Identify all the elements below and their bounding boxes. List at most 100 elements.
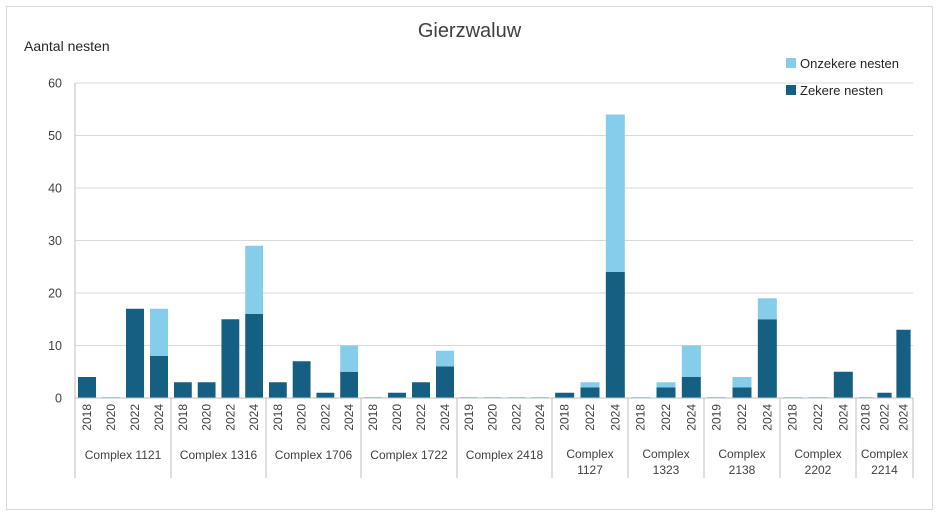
x-group-label: Complex xyxy=(566,447,613,461)
bar-zeker xyxy=(436,366,454,398)
x-tick-label-year: 2022 xyxy=(878,404,892,431)
x-group-label: 1323 xyxy=(653,463,680,477)
x-group-label: Complex xyxy=(642,447,689,461)
bar-zeker xyxy=(78,377,96,398)
x-group-label: Complex 1316 xyxy=(180,448,258,462)
y-tick-label: 0 xyxy=(55,392,62,406)
x-tick-label-year: 2024 xyxy=(608,404,622,431)
x-tick-label-year: 2024 xyxy=(760,404,774,431)
x-tick-label-year: 2018 xyxy=(634,404,648,431)
bar-zeker xyxy=(150,356,168,398)
bar-onzeker xyxy=(340,345,359,372)
x-tick-label-year: 2022 xyxy=(414,404,428,431)
x-tick-label-year: 2024 xyxy=(836,404,850,431)
y-tick-label: 10 xyxy=(48,339,62,353)
x-group-label: Complex 1722 xyxy=(370,448,448,462)
bar-onzeker xyxy=(245,245,264,314)
legend-item-zeker: Zekere nesten xyxy=(786,81,899,99)
x-tick-label-year: 2019 xyxy=(710,404,724,431)
x-tick-label-year: 2018 xyxy=(271,404,285,431)
bar-zeker xyxy=(833,371,853,398)
bar-zeker xyxy=(126,308,144,398)
x-tick-label-year: 2022 xyxy=(811,404,825,431)
bar-zeker xyxy=(877,392,892,398)
bar-onzeker xyxy=(605,114,625,272)
x-tick-label-year: 2018 xyxy=(80,404,94,431)
x-tick-label-year: 2018 xyxy=(176,404,190,431)
bar-zeker xyxy=(388,392,406,398)
x-group-label: Complex 2418 xyxy=(466,448,544,462)
chart-frame xyxy=(6,6,933,510)
bar-onzeker xyxy=(436,350,454,367)
x-tick-label-year: 2022 xyxy=(583,404,597,431)
x-tick-label-year: 2024 xyxy=(438,404,452,431)
bar-zeker xyxy=(268,382,287,398)
bar-onzeker xyxy=(757,298,777,320)
x-tick-label-year: 2018 xyxy=(859,404,873,431)
x-tick-label-year: 2022 xyxy=(223,404,237,431)
x-tick-label-year: 2024 xyxy=(152,404,166,431)
x-tick-label-year: 2022 xyxy=(128,404,142,431)
x-tick-label-year: 2019 xyxy=(462,404,476,431)
x-tick-label-year: 2022 xyxy=(318,404,332,431)
x-tick-label-year: 2022 xyxy=(659,404,673,431)
bar-zeker xyxy=(896,329,911,398)
legend-label-onzeker: Onzekere nesten xyxy=(800,55,900,71)
x-group-label: 2138 xyxy=(729,463,756,477)
bar-zeker xyxy=(681,377,701,398)
x-tick-label-year: 2018 xyxy=(366,404,380,431)
legend-item-onzeker: Onzekere nesten xyxy=(786,54,899,72)
bar-zeker xyxy=(580,387,600,398)
y-tick-label: 50 xyxy=(48,129,62,143)
x-tick-label-year: 2018 xyxy=(558,404,572,431)
x-tick-label-year: 2024 xyxy=(684,404,698,431)
x-tick-label-year: 2020 xyxy=(390,404,404,431)
bar-onzeker xyxy=(150,308,168,356)
bar-zeker xyxy=(316,392,335,398)
bar-zeker xyxy=(245,314,264,398)
x-tick-label-year: 2020 xyxy=(486,404,500,431)
bar-zeker xyxy=(757,319,777,398)
x-tick-label-year: 2020 xyxy=(295,404,309,431)
x-tick-label-year: 2024 xyxy=(533,404,547,431)
x-tick-label-year: 2022 xyxy=(509,404,523,431)
x-tick-label-year: 2018 xyxy=(786,404,800,431)
x-group-label: Complex 1706 xyxy=(275,448,353,462)
x-group-label: Complex xyxy=(861,447,908,461)
x-group-label: Complex xyxy=(718,447,765,461)
y-tick-label: 20 xyxy=(48,287,62,301)
bar-zeker xyxy=(292,361,311,398)
bar-onzeker xyxy=(580,382,600,388)
x-tick-label-year: 2024 xyxy=(897,404,911,431)
bar-zeker xyxy=(656,387,676,398)
y-tick-label: 60 xyxy=(48,77,62,91)
x-group-label: 1127 xyxy=(577,463,603,477)
x-tick-label-year: 2024 xyxy=(247,404,261,431)
bar-zeker xyxy=(555,392,575,398)
legend-swatch-onzeker xyxy=(786,58,796,68)
x-tick-label-year: 2020 xyxy=(104,404,118,431)
x-tick-label-year: 2022 xyxy=(735,404,749,431)
chart-title: Gierzwaluw xyxy=(417,20,522,42)
x-tick-label-year: 2024 xyxy=(342,404,356,431)
bar-onzeker xyxy=(681,345,701,377)
bar-zeker xyxy=(173,382,192,398)
legend-swatch-zeker xyxy=(786,85,796,95)
bar-zeker xyxy=(412,382,430,398)
legend: Onzekere nesten Zekere nesten xyxy=(786,54,899,108)
x-group-label: 2214 xyxy=(871,463,898,477)
bar-zeker xyxy=(340,371,359,398)
bar-zeker xyxy=(732,387,752,398)
x-group-label: Complex 1121 xyxy=(85,448,162,462)
bar-zeker xyxy=(605,272,625,398)
x-tick-label-year: 2020 xyxy=(200,404,214,431)
x-group-label: Complex xyxy=(794,447,841,461)
bar-zeker xyxy=(197,382,216,398)
bar-onzeker xyxy=(656,382,676,388)
y-axis-label: Aantal nesten xyxy=(24,38,110,54)
bar-onzeker xyxy=(732,377,752,388)
bar-zeker xyxy=(221,319,240,398)
legend-label-zeker: Zekere nesten xyxy=(800,82,884,98)
x-group-label: 2202 xyxy=(805,463,832,477)
